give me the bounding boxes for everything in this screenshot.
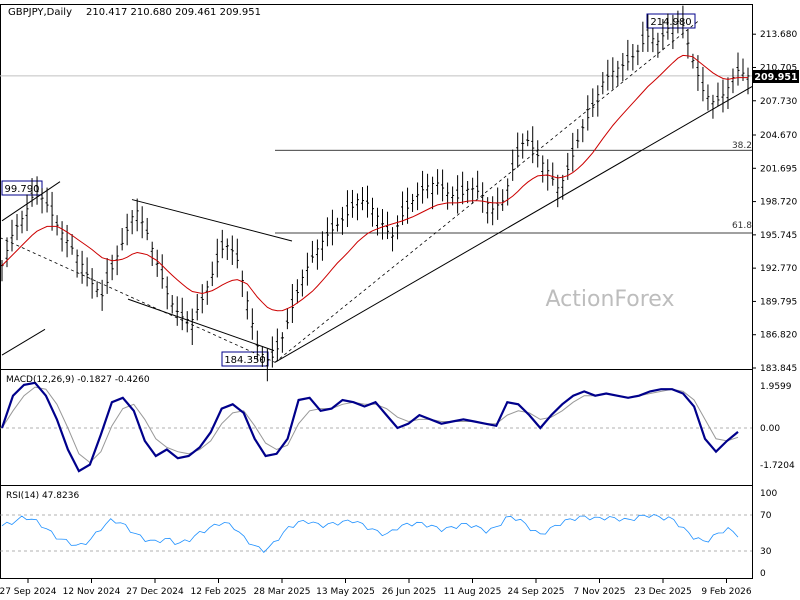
- price-tick-label: 204.670: [760, 131, 797, 141]
- channel-lower-line: [127, 298, 275, 352]
- macd-tick-label: -1.7204: [760, 461, 795, 471]
- time-axis-label: 12 Nov 2024: [63, 587, 121, 597]
- time-axis-label: 27 Dec 2024: [126, 587, 184, 597]
- time-axis-label: 13 May 2025: [316, 587, 375, 597]
- chart-ohlc-readout: 210.417 210.680 209.461 209.951: [86, 7, 261, 18]
- moving-average-line: [1, 54, 748, 312]
- macd-title: MACD(12,26,9) -0.1827 -0.4260: [6, 375, 150, 385]
- price-tick-label: 198.720: [760, 198, 797, 208]
- watermark-logo: ActionForex: [546, 287, 675, 312]
- macd-tick-label: 1.9599: [760, 382, 792, 392]
- fib-61-label: 61.8: [732, 221, 752, 231]
- fib-38-label: 38.2: [732, 141, 752, 151]
- price-tick-label: 195.745: [760, 231, 797, 241]
- dashed-correction-line: [0, 237, 276, 363]
- rsi-tick-label: 30: [760, 547, 772, 557]
- earlier-high-annotation: 99.790: [5, 184, 40, 195]
- moving-average: [1, 54, 748, 312]
- time-axis-label: 28 Mar 2025: [253, 587, 310, 597]
- price-tick-label: 210.705: [760, 63, 797, 73]
- price-tick-label: 189.795: [760, 297, 797, 307]
- macd-panel-frame: [0, 369, 753, 486]
- time-axis-label: 11 Aug 2025: [444, 587, 502, 597]
- early-trendline-lower: [1, 328, 46, 356]
- macd-panel: 1.9599 0.00 -1.7204: [0, 381, 795, 473]
- price-tick-label: 183.845: [760, 364, 797, 374]
- rsi-tick-label: 0: [760, 569, 766, 579]
- current-price-tag: [753, 70, 799, 83]
- high-annotation: 214.980: [650, 17, 691, 28]
- rsi-panel-frame: [0, 485, 753, 579]
- price-bars: [0, 5, 750, 382]
- time-axis-label: 27 Sep 2024: [0, 587, 57, 597]
- time-axis-label: 23 Dec 2025: [634, 587, 692, 597]
- price-tick-label: 192.770: [760, 264, 797, 274]
- time-axis-label: 24 Sep 2025: [507, 587, 564, 597]
- rising-trendline: [274, 86, 753, 363]
- time-axis-label: 9 Feb 2026: [701, 587, 752, 597]
- price-axis: 213.680 210.705 207.730 204.670 201.695 198.7…: [752, 30, 797, 374]
- price-tick-label: 186.820: [760, 331, 797, 341]
- time-axis-label: 12 Feb 2025: [190, 587, 246, 597]
- price-tick-label: 213.680: [760, 30, 797, 40]
- price-panel-frame: [0, 4, 753, 370]
- price-drawings: [0, 19, 753, 363]
- rsi-line: [1, 513, 739, 553]
- early-trendline-upper: [1, 181, 61, 222]
- rsi-panel: 100 70 30 0: [0, 489, 777, 579]
- low-annotation: 184.350: [224, 355, 265, 366]
- rsi-title: RSI(14) 47.8236: [6, 491, 79, 501]
- price-tick-label: 207.730: [760, 97, 797, 107]
- rsi-tick-label: 100: [760, 489, 777, 499]
- dashed-projection-line: [274, 19, 701, 363]
- time-axis-label: 26 Jun 2025: [382, 587, 436, 597]
- macd-line: [0, 381, 739, 473]
- time-axis-label: 7 Nov 2025: [574, 587, 626, 597]
- chart-symbol-label: GBPJPY,Daily: [8, 7, 72, 18]
- macd-tick-label: 0.00: [760, 424, 780, 434]
- price-tick-label: 201.695: [760, 164, 797, 174]
- channel-upper-line: [131, 199, 293, 242]
- time-axis: 27 Sep 2024 12 Nov 2024 27 Dec 2024 12 Feb …: [0, 579, 752, 597]
- rsi-tick-label: 70: [760, 511, 772, 521]
- current-price-value: 209.951: [754, 72, 797, 83]
